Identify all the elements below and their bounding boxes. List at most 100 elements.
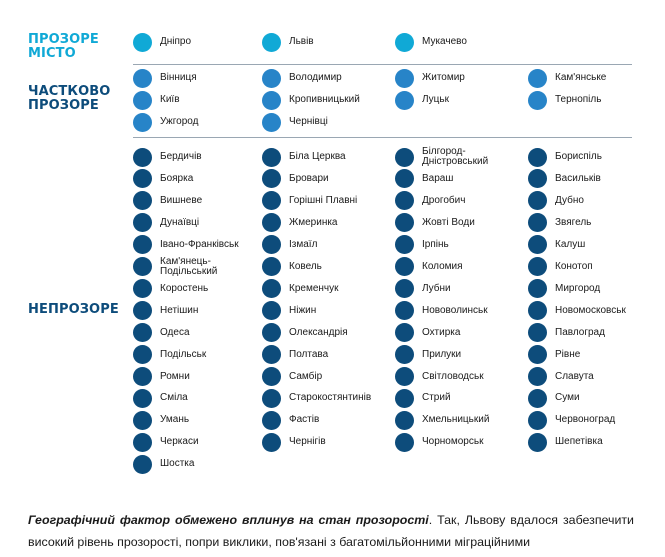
city-dot: [262, 257, 281, 277]
city-item: Дунаївці: [133, 213, 199, 233]
city-name: Старокостянтинів: [289, 392, 372, 404]
city-dot: [262, 68, 281, 88]
city-item: Нововолинськ: [395, 301, 488, 321]
city-dot: [395, 191, 414, 211]
city-item: Тернопіль: [528, 90, 601, 110]
city-dot: [395, 147, 414, 167]
city-dot: [133, 323, 152, 343]
city-dot: [133, 454, 152, 474]
city-item: Павлоград: [528, 323, 605, 343]
city-name: Олександрія: [289, 326, 348, 338]
city-item: Чернівці: [262, 112, 328, 132]
city-dot: [395, 410, 414, 430]
city-dot: [395, 235, 414, 255]
city-dot: [528, 169, 547, 189]
city-item: Ніжин: [262, 301, 316, 321]
city-name: Подільськ: [160, 348, 207, 360]
city-dot: [262, 323, 281, 343]
city-item: Фастів: [262, 410, 319, 430]
city-name: Нетішин: [160, 304, 199, 316]
city-name: Павлоград: [555, 326, 605, 338]
divider-1: [133, 64, 632, 65]
city-dot: [262, 169, 281, 189]
city-name: Дрогобич: [422, 194, 466, 206]
city-dot: [133, 147, 152, 167]
city-name: Рівне: [555, 348, 581, 360]
city-dot: [528, 68, 547, 88]
city-name: Кременчук: [289, 282, 339, 294]
city-name: Вишневе: [160, 194, 203, 206]
city-item: Калуш: [528, 235, 585, 255]
city-name: Охтирка: [422, 326, 461, 338]
city-name: Тернопіль: [555, 94, 602, 105]
city-item: Стрий: [395, 388, 451, 408]
city-name: Умань: [160, 414, 190, 426]
city-name: Одеса: [160, 326, 190, 338]
city-item: Ковель: [262, 257, 322, 277]
city-item: Ромни: [133, 367, 190, 387]
city-dot: [262, 112, 281, 132]
city-name: Лубни: [422, 282, 451, 294]
city-dot: [528, 345, 547, 365]
city-dot: [133, 410, 152, 430]
city-item: Київ: [133, 90, 180, 110]
city-name: Фастів: [289, 414, 320, 426]
city-name: Кропивницький: [289, 94, 360, 105]
city-name: Новомосковськ: [555, 304, 626, 316]
city-dot: [528, 323, 547, 343]
city-name: Володимир: [289, 72, 342, 83]
city-dot: [395, 169, 414, 189]
city-name: Конотоп: [555, 260, 593, 272]
city-dot: [395, 432, 414, 452]
city-name: Бориспіль: [555, 151, 602, 162]
city-item: Васильків: [528, 169, 601, 189]
city-item: Ужгород: [133, 112, 198, 132]
city-name: Київ: [160, 94, 180, 105]
city-item: Горішні Плавні: [262, 191, 357, 211]
body-paragraph: Географічний фактор обмежено вплинув на …: [28, 509, 634, 553]
city-item: Чернігів: [262, 432, 326, 452]
city-name: Жовті Води: [422, 216, 475, 228]
city-dot: [133, 345, 152, 365]
city-item: Хмельницький: [395, 410, 489, 430]
city-dot: [262, 147, 281, 167]
city-item: Коростень: [133, 279, 208, 299]
city-item: Ірпінь: [395, 235, 449, 255]
city-dot: [262, 90, 281, 110]
city-name: Дніпро: [160, 36, 192, 47]
city-dot: [262, 213, 281, 233]
city-item: Червоноград: [528, 410, 615, 430]
city-name: Бердичів: [160, 151, 202, 162]
city-item: Рівне: [528, 345, 580, 365]
city-dot: [262, 410, 281, 430]
city-name: Білгород- Дністровський: [422, 146, 489, 167]
city-dot: [133, 279, 152, 299]
city-item: Вінниця: [133, 68, 197, 88]
city-item: Конотоп: [528, 257, 593, 277]
city-name: Суми: [555, 392, 580, 404]
city-item: Володимир: [262, 68, 342, 88]
city-item: Лубни: [395, 279, 451, 299]
city-item: Кропивницький: [262, 90, 360, 110]
city-item: Світловодськ: [395, 367, 484, 387]
city-item: Ізмаїл: [262, 235, 317, 255]
city-item: Кам'янець- Подільський: [133, 256, 217, 277]
city-item: Біла Церква: [262, 147, 346, 167]
city-dot: [133, 388, 152, 408]
city-dot: [395, 367, 414, 386]
city-name: Мукачево: [422, 36, 467, 47]
city-dot: [528, 191, 547, 211]
city-name: Коломия: [422, 260, 463, 272]
city-dot: [133, 90, 152, 110]
city-name: Луцьк: [422, 94, 449, 105]
city-name: Хмельницький: [422, 414, 490, 426]
city-item: Жовті Води: [395, 213, 475, 233]
city-item: Дрогобич: [395, 191, 465, 211]
city-name: Славута: [555, 370, 594, 382]
city-item: Прилуки: [395, 345, 461, 365]
city-dot: [262, 301, 281, 321]
city-name: Івано-Франківськ: [160, 238, 239, 250]
city-item: Дубно: [528, 191, 584, 211]
city-dot: [528, 432, 547, 452]
city-item: Жмеринка: [262, 213, 338, 233]
